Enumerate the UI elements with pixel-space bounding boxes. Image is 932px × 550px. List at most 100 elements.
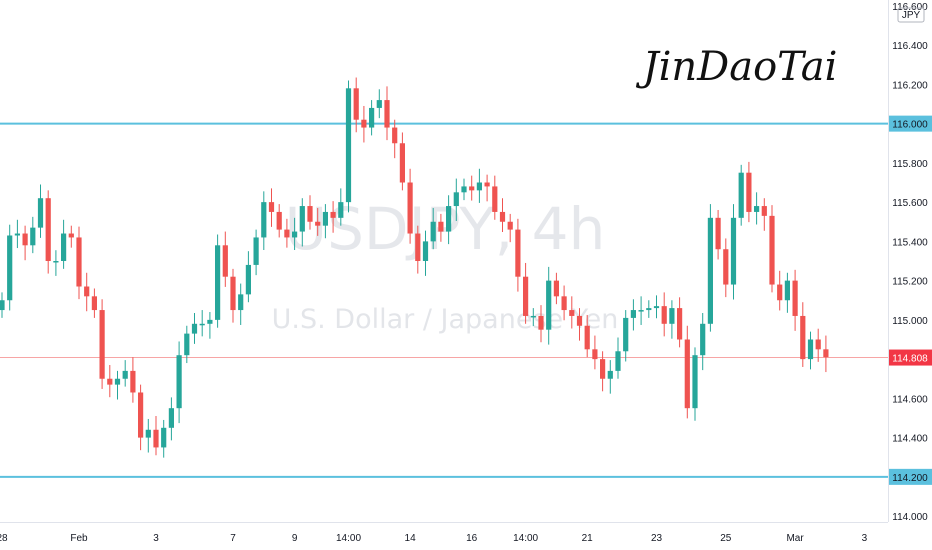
candle: [7, 224, 13, 311]
time-tick-label: 14: [405, 533, 417, 544]
candle: [576, 308, 583, 341]
time-tick-label: 9: [292, 533, 298, 544]
candle: [738, 164, 744, 226]
candle: [292, 217, 298, 251]
candle: [322, 204, 328, 239]
time-tick-label: 14:00: [513, 533, 538, 544]
candle: [114, 370, 121, 400]
candle: [353, 77, 359, 133]
signature: JinDaoTai: [636, 44, 838, 90]
candle: [769, 205, 775, 293]
time-tick-label: Mar: [786, 533, 804, 544]
price-tick-label: 114.400: [892, 434, 928, 445]
candle: [684, 325, 690, 419]
price-tick-label: 115.000: [892, 316, 928, 327]
candle: [430, 208, 436, 250]
candle: [630, 299, 636, 331]
candle: [338, 188, 344, 226]
time-tick-label: 25: [720, 533, 732, 544]
candle: [507, 213, 513, 243]
candle: [153, 416, 159, 456]
candle: [392, 119, 398, 159]
candle: [754, 192, 760, 225]
watermark-description: U.S. Dollar / Japanese Yen: [272, 304, 619, 335]
time-axis: 28 Feb 3 7 9 14:00 14 16 14:00 21 23 25 Mar 3: [0, 522, 888, 544]
price-axis-ticks: 116.600 116.400 116.200 116.000 115.800 115.6…: [892, 2, 928, 523]
candle: [700, 313, 706, 371]
candle: [299, 198, 305, 247]
candle: [807, 331, 814, 370]
price-tick-label: 116.200: [892, 80, 928, 91]
svg-text:116.000: 116.000: [892, 120, 928, 131]
price-tick-label: 115.400: [892, 237, 928, 248]
candle: [677, 297, 683, 348]
candle: [422, 230, 429, 276]
time-tick-label: 7: [230, 533, 236, 544]
candle: [215, 234, 221, 328]
time-axis-ticks: 28 Feb 3 7 9 14:00 14 16 14:00 21 23 25 Mar 3: [0, 533, 868, 544]
candle: [515, 218, 521, 292]
candle: [761, 198, 767, 231]
candle: [615, 337, 621, 379]
price-axis-labels: 116.000 114.200 114.808: [889, 115, 932, 485]
candle: [538, 305, 544, 343]
time-tick-label: 21: [582, 533, 594, 544]
candle: [30, 216, 36, 254]
candle: [446, 195, 452, 245]
time-tick-label: Feb: [70, 533, 88, 544]
candle: [245, 251, 251, 303]
candle: [784, 272, 790, 313]
candle: [145, 418, 151, 453]
candle: [91, 288, 97, 318]
candle: [284, 218, 290, 248]
candle: [376, 89, 382, 119]
candle: [415, 225, 421, 274]
candle: [492, 175, 498, 220]
candle: [307, 195, 313, 230]
candle: [592, 335, 598, 370]
price-tick-label: 114.600: [892, 394, 928, 405]
candle: [584, 314, 590, 358]
candle: [253, 229, 259, 276]
candle: [53, 250, 59, 276]
candle: [22, 225, 28, 261]
candle: [561, 285, 567, 321]
candle: [130, 357, 136, 403]
price-tick-label: 115.600: [892, 198, 928, 209]
candle: [176, 341, 182, 424]
candle: [384, 86, 390, 141]
candle: [669, 300, 675, 339]
time-tick-label: 3: [862, 533, 868, 544]
currency-label-box: [897, 7, 925, 23]
candle: [238, 283, 244, 325]
candle: [184, 325, 190, 364]
candle: [0, 292, 5, 318]
candles: [0, 77, 829, 458]
svg-text:114.808: 114.808: [892, 354, 928, 365]
candle: [730, 204, 737, 300]
candle: [461, 178, 467, 201]
candle: [792, 269, 798, 331]
price-tick-label: 115.800: [892, 159, 928, 170]
candle: [800, 302, 806, 367]
time-tick-label: 3: [153, 533, 159, 544]
candle: [14, 219, 20, 249]
candle: [484, 174, 490, 202]
candle: [407, 168, 413, 244]
candle: [207, 312, 213, 339]
candle: [600, 351, 606, 392]
candle: [230, 268, 236, 323]
candle: [399, 132, 405, 191]
candle: [107, 365, 113, 398]
candle: [276, 204, 282, 238]
candle: [607, 360, 613, 394]
candle: [707, 204, 713, 332]
price-tick-label: 116.600: [892, 2, 928, 13]
candle: [638, 296, 644, 325]
candle: [122, 360, 128, 387]
candle: [499, 198, 506, 232]
level-price-label: 116.000: [889, 115, 932, 132]
candle: [268, 188, 275, 227]
candle: [61, 219, 67, 269]
